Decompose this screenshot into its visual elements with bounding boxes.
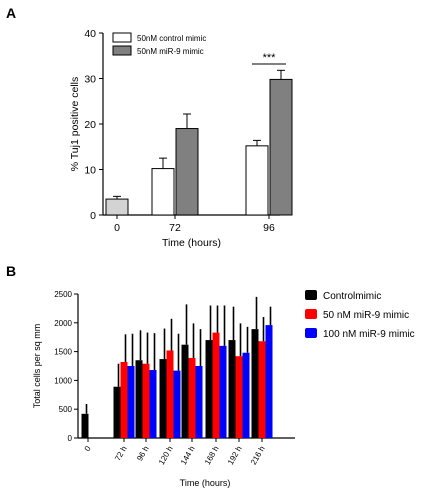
panel-a-letter: A	[6, 5, 16, 21]
panel-b-bar	[81, 413, 89, 438]
panel-a-y-axis-label: % Tuj1 positive cells	[69, 77, 81, 172]
panel-b-x-tick-label: 216 h	[249, 445, 267, 467]
panel-b-bar	[149, 370, 157, 438]
panel-b-bar	[195, 366, 203, 438]
panel-b-bar	[181, 344, 189, 438]
panel-b-bar	[251, 329, 259, 438]
panel-b-x-tick-label: 192 h	[226, 445, 244, 467]
panel-a-x-axis-label: Time (hours)	[162, 237, 221, 249]
panel-b-chart: 0 500 1000 1500 2000 2500 0 72 h 96 h 120 h 144 h 1…	[32, 290, 415, 488]
panel-b-legend-label: 100 nM miR-9 mimic	[323, 329, 415, 340]
panel-b-y-tick-label: 500	[59, 405, 73, 414]
panel-b-x-tick-label: 96 h	[135, 445, 151, 463]
panel-b-bar	[135, 360, 143, 438]
panel-a-bar	[105, 198, 129, 216]
panel-b-bar	[188, 357, 196, 438]
panel-b-x-tick-label: 168 h	[203, 445, 221, 467]
panel-a-bar	[175, 128, 199, 216]
panel-a-x-tick-label: 72	[169, 222, 181, 234]
panel-b-bar	[205, 340, 213, 438]
panel-b-bar	[113, 386, 121, 438]
panel-a-bar	[151, 168, 175, 216]
panel-a-bar	[269, 78, 293, 216]
panel-a-significance-label: ***	[263, 52, 277, 64]
panel-b-bar	[228, 340, 236, 438]
panel-b-x-axis-label: Time (hours)	[180, 478, 231, 488]
panel-b-y-tick-label: 1500	[54, 348, 72, 357]
panel-a-y-tick-label: 0	[90, 210, 96, 222]
panel-a-bar	[245, 145, 269, 216]
panel-a-y-tick-label: 40	[84, 28, 96, 40]
panel-a-legend-swatch	[112, 45, 132, 56]
panel-b-bar	[166, 350, 174, 438]
panel-b-x-tick-label: 144 h	[179, 445, 197, 467]
panel-b-bar	[265, 325, 273, 438]
panel-b-legend-label: 50 nM miR-9 mimic	[323, 310, 409, 321]
panel-b-bar	[242, 352, 250, 438]
panel-b-bar	[173, 370, 181, 438]
panel-b-bar	[159, 359, 167, 438]
panel-b-y-axis-label: Total cells per sq mm	[32, 324, 42, 409]
panel-b-legend-swatch	[305, 328, 317, 338]
panel-b-legend-swatch	[305, 309, 317, 319]
panel-b-x-tick-label: 0	[83, 444, 93, 453]
panel-a-x-tick-label: 0	[114, 222, 120, 234]
panel-a-y-tick-label: 10	[84, 165, 96, 177]
panel-a-y-tick-label: 20	[84, 119, 96, 131]
panel-b-bar	[127, 366, 135, 438]
panel-b-bar	[142, 363, 150, 438]
panel-b-bar	[258, 341, 266, 438]
panel-b-bar	[219, 345, 227, 438]
panel-b-bar	[120, 361, 128, 438]
panel-b-y-tick-label: 0	[68, 434, 73, 443]
panel-a-legend-label: 50nM control mimic	[137, 34, 206, 43]
panel-b-bar	[212, 332, 220, 438]
panel-b-x-tick-label: 72 h	[113, 445, 129, 463]
panel-b-bar	[235, 356, 243, 438]
panel-a-x-tick-label: 96	[263, 222, 275, 234]
panel-b-legend-swatch	[305, 290, 317, 300]
panel-b-y-tick-label: 2500	[54, 290, 72, 299]
panel-a-legend-label: 50nM miR-9 mimic	[137, 47, 204, 56]
panel-b-y-tick-label: 2000	[54, 319, 72, 328]
panel-b-x-tick-label: 120 h	[157, 445, 175, 467]
panel-b-letter: B	[6, 263, 16, 279]
panel-b-legend-label: Controlmimic	[323, 291, 381, 302]
panel-b-y-tick-label: 1000	[54, 376, 72, 385]
panel-a-y-tick-label: 30	[84, 74, 96, 86]
panel-a-legend-swatch	[112, 32, 132, 43]
panel-a-chart: 0 10 20 30 40 0 72 96 *** 50nM control mimic 50nM …	[69, 28, 293, 249]
